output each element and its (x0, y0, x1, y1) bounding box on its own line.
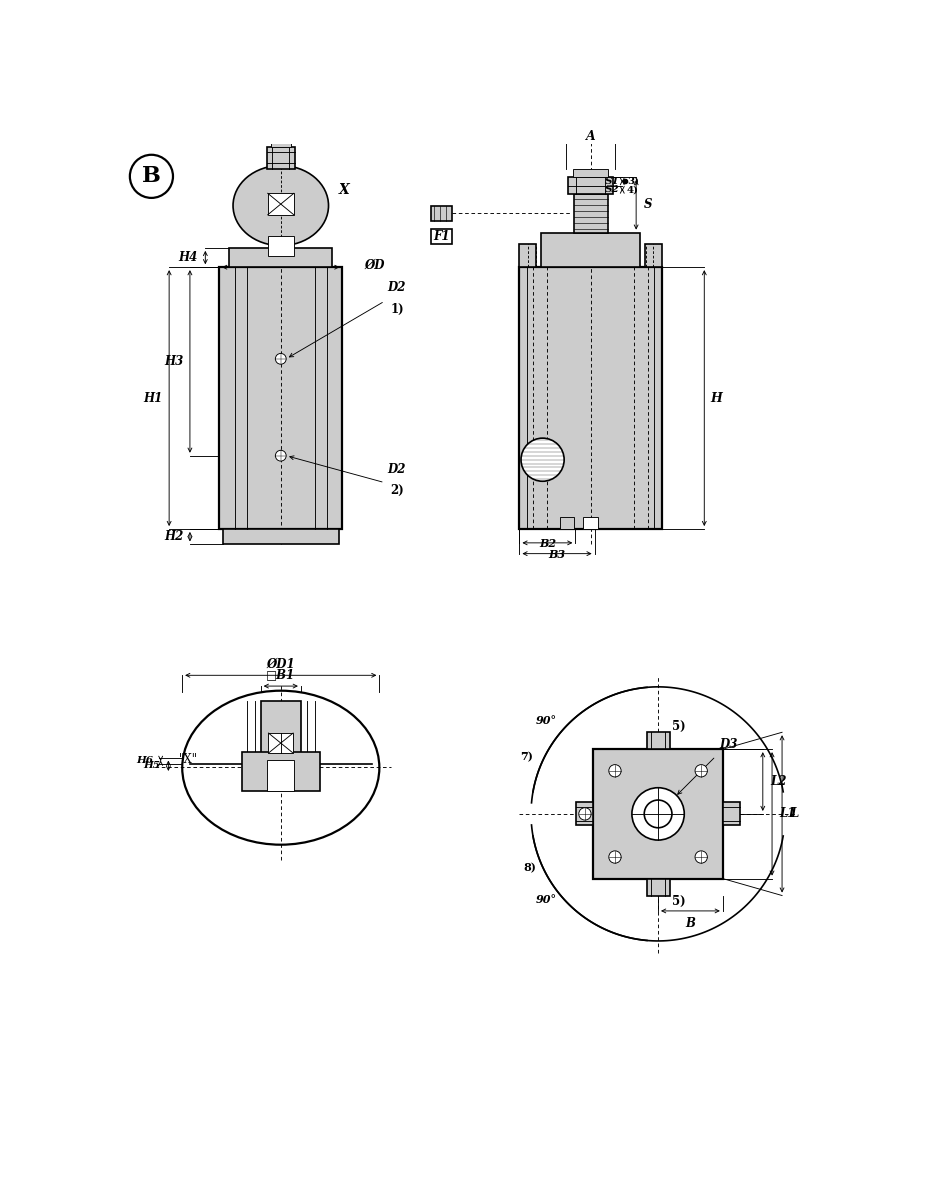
Circle shape (579, 808, 591, 820)
Text: H: H (711, 391, 722, 404)
Circle shape (695, 851, 707, 863)
Circle shape (130, 155, 173, 198)
Bar (723, 803, 740, 826)
Ellipse shape (234, 166, 329, 246)
Bar (576, 803, 593, 826)
Text: A: A (586, 130, 596, 143)
Text: H2: H2 (164, 530, 184, 544)
Bar (223, 529, 338, 545)
Text: 3): 3) (627, 176, 639, 186)
Text: 90°: 90° (535, 894, 557, 905)
Circle shape (276, 450, 286, 461)
Text: H5: H5 (144, 761, 161, 770)
Bar (560, 517, 574, 529)
Bar (267, 148, 294, 169)
Circle shape (609, 764, 621, 776)
Bar (431, 229, 452, 244)
Bar (573, 169, 608, 178)
Text: 8): 8) (524, 863, 536, 874)
Text: 90°: 90° (535, 715, 557, 726)
Text: 5): 5) (672, 895, 686, 908)
Text: □B1: □B1 (266, 668, 295, 682)
Bar (541, 233, 641, 268)
Text: 2): 2) (390, 484, 403, 497)
Ellipse shape (182, 691, 379, 845)
Text: B2: B2 (539, 538, 556, 550)
Bar (268, 733, 293, 754)
Text: H4: H4 (178, 251, 198, 264)
Bar (271, 138, 290, 148)
Text: D2: D2 (387, 281, 405, 294)
Bar (519, 244, 536, 268)
Bar (219, 268, 343, 529)
Circle shape (521, 438, 564, 481)
Text: "X": "X" (178, 752, 197, 766)
Circle shape (609, 851, 621, 863)
Text: D2: D2 (387, 463, 405, 475)
Bar (268, 193, 294, 215)
Bar (431, 205, 452, 221)
Text: L2: L2 (771, 775, 786, 788)
Text: B3: B3 (548, 548, 566, 560)
Bar (519, 268, 662, 529)
Text: S: S (644, 198, 652, 211)
Bar (583, 517, 599, 529)
Text: 5): 5) (672, 720, 686, 733)
Text: X: X (338, 184, 349, 197)
Bar (261, 701, 301, 764)
Text: S2: S2 (605, 185, 620, 194)
Text: S1: S1 (605, 176, 620, 186)
Text: B: B (142, 166, 161, 187)
Text: F1: F1 (433, 230, 450, 242)
Circle shape (632, 787, 685, 840)
Circle shape (644, 800, 672, 828)
Bar (242, 752, 320, 791)
Circle shape (276, 354, 286, 365)
Bar (646, 732, 670, 749)
Text: H6: H6 (136, 756, 153, 766)
Bar (268, 236, 294, 257)
Bar (573, 194, 608, 233)
Text: 7): 7) (520, 751, 532, 762)
Bar (593, 749, 723, 878)
Bar (569, 178, 613, 194)
Text: H3: H3 (164, 355, 184, 368)
Text: ØD: ØD (364, 258, 385, 271)
Text: L1: L1 (780, 808, 796, 821)
Text: ØD1: ØD1 (266, 658, 295, 671)
Text: 1): 1) (390, 302, 403, 316)
Text: H1: H1 (144, 391, 163, 404)
Text: 4): 4) (627, 185, 639, 194)
Bar (229, 248, 333, 268)
Text: B: B (686, 917, 695, 930)
Text: D3: D3 (720, 738, 738, 751)
Bar (645, 244, 662, 268)
Bar (646, 878, 670, 895)
Circle shape (695, 764, 707, 776)
Bar (267, 760, 294, 791)
Text: L: L (790, 808, 799, 821)
